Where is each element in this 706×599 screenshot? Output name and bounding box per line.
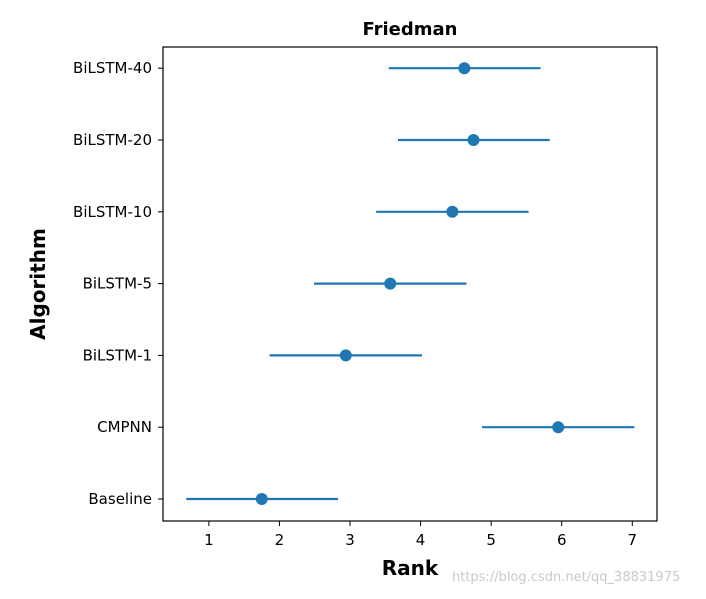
- x-tick-label: 6: [557, 531, 567, 549]
- y-tick-label: BiLSTM-40: [73, 59, 152, 77]
- rank-point: [446, 205, 459, 218]
- chart-title: Friedman: [362, 19, 457, 40]
- x-tick-label: 1: [204, 531, 214, 549]
- x-axis-title: Rank: [382, 556, 439, 580]
- rank-point: [255, 493, 268, 505]
- rank-point: [458, 62, 471, 75]
- x-tick-label: 4: [416, 531, 426, 549]
- rank-point: [552, 421, 565, 434]
- x-axis: 1 2 3 4 5 6 7: [204, 521, 637, 549]
- y-axis-title: Algorithm: [26, 228, 50, 340]
- rank-point: [384, 277, 397, 290]
- x-tick-label: 5: [486, 531, 496, 549]
- y-tick-label: BiLSTM-5: [83, 275, 152, 293]
- rank-point: [467, 134, 480, 146]
- x-tick-label: 2: [275, 531, 285, 549]
- watermark: https://blog.csdn.net/qq_38831975: [452, 570, 681, 585]
- y-tick-label: BiLSTM-10: [73, 203, 152, 221]
- y-tick-label: CMPNN: [97, 418, 152, 436]
- plot-marks: [186, 62, 635, 505]
- rank-point: [339, 349, 352, 362]
- y-tick-label: Baseline: [88, 490, 152, 508]
- y-axis: Baseline CMPNN BiLSTM-1 BiLSTM-5 BiLSTM-10 Bi…: [73, 59, 163, 508]
- y-tick-label: BiLSTM-1: [83, 346, 152, 364]
- y-tick-label: BiLSTM-20: [73, 131, 152, 149]
- x-tick-label: 7: [628, 531, 638, 549]
- x-tick-label: 3: [345, 531, 355, 549]
